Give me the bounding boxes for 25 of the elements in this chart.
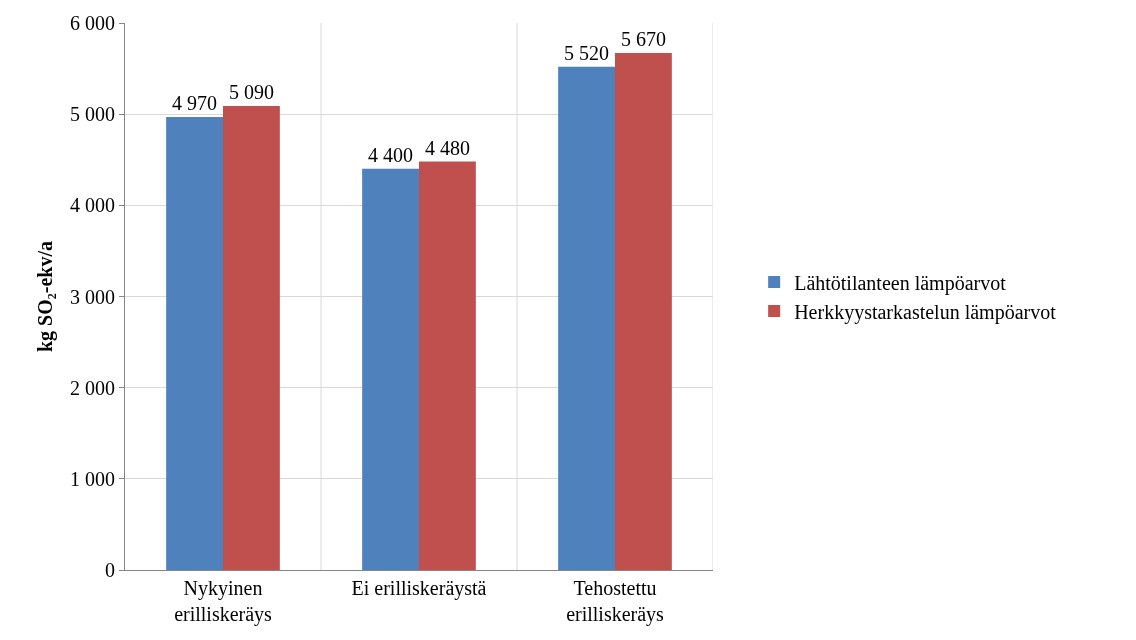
x-tick-label: Nykyinen erilliskeräys xyxy=(174,577,273,626)
data-label: 5 090 xyxy=(228,80,274,103)
x-tick-label: Tehostettu erilliskeräys xyxy=(566,577,665,626)
data-label: 5 520 xyxy=(564,41,610,64)
bar xyxy=(615,53,672,570)
y-tick-label: 5 000 xyxy=(70,103,115,126)
legend-label: Herkkyystarkastelun lämpöarvot xyxy=(794,300,1057,324)
x-tick-label: Ei erilliskeräystä xyxy=(351,577,487,600)
bar xyxy=(223,105,280,570)
y-tick-label: 4 000 xyxy=(70,194,115,217)
y-tick-label: 3 000 xyxy=(70,285,115,308)
bar xyxy=(362,168,419,570)
bar xyxy=(419,161,476,570)
data-label: 4 970 xyxy=(172,91,218,114)
bar xyxy=(166,116,223,570)
y-tick-label: 2 000 xyxy=(70,376,115,399)
data-label: 5 670 xyxy=(620,28,666,51)
y-tick-label: 1 000 xyxy=(70,467,115,490)
data-label: 4 480 xyxy=(424,136,470,159)
y-axis-title: kg SO₂-ekv/a xyxy=(33,240,57,353)
y-tick-label: 0 xyxy=(105,559,115,581)
data-label: 4 400 xyxy=(368,143,414,166)
legend-label: Lähtötilanteen lämpöarvot xyxy=(794,271,1007,295)
bar xyxy=(558,66,615,570)
y-tick-label: 6 000 xyxy=(70,12,115,34)
